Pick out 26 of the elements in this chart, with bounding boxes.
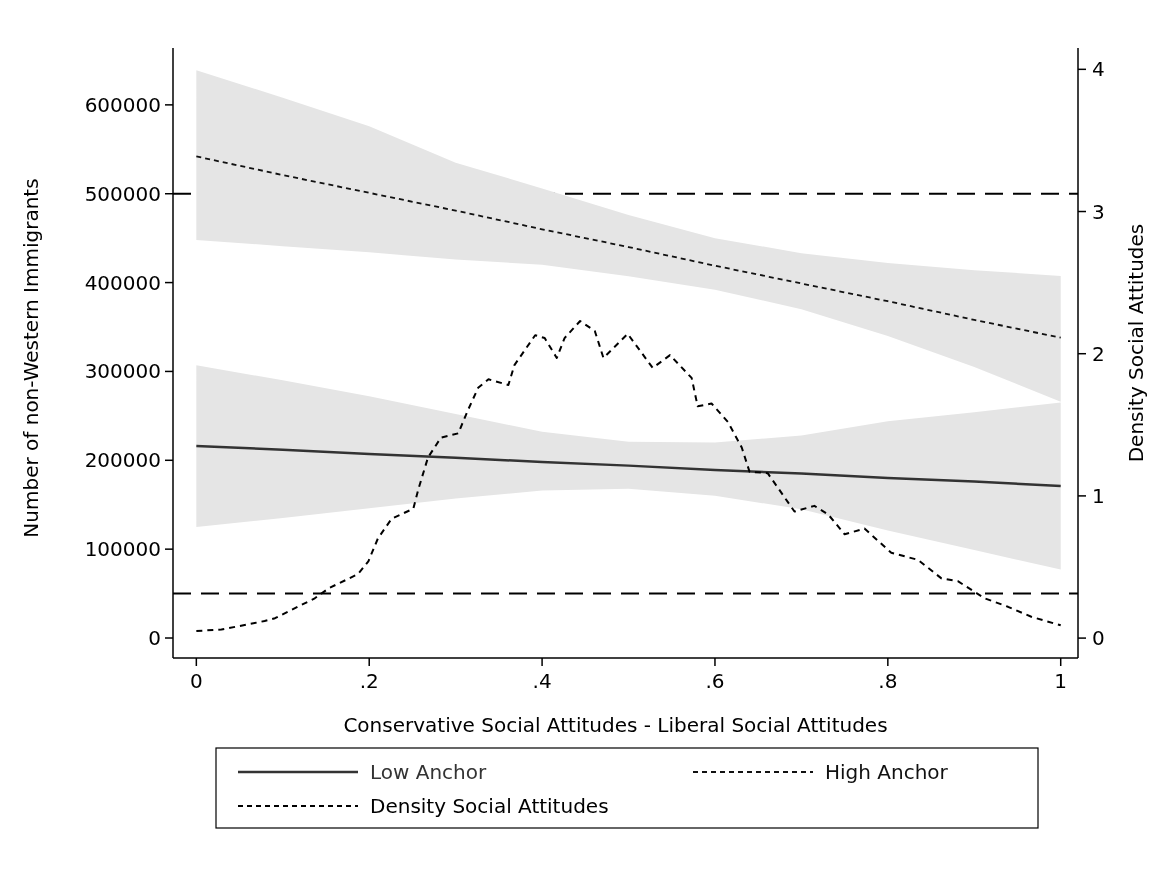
y-tick-label: 200000 bbox=[84, 448, 161, 473]
line-series bbox=[195, 444, 1062, 488]
text: Low Anchor bbox=[370, 760, 488, 784]
y2-tick-label: 4 bbox=[1092, 57, 1105, 82]
y-tick-label: 0 bbox=[148, 626, 161, 651]
x-axis-title: Conservative Social Attitudes - Liberal Social Attitudes bbox=[343, 713, 888, 737]
x-tick-label: 0 bbox=[189, 669, 203, 693]
x-tick-label: 1 bbox=[1054, 669, 1068, 693]
y-tick-label: 600000 bbox=[84, 92, 161, 117]
x-tick-label: .4 bbox=[532, 669, 552, 693]
line-series bbox=[195, 155, 1062, 339]
y2-tick-label: 3 bbox=[1092, 199, 1105, 224]
y-tick-label: 100000 bbox=[84, 537, 161, 562]
y2-tick-label: 2 bbox=[1092, 341, 1105, 366]
y2-tick-label: 0 bbox=[1092, 626, 1105, 651]
text: Density Social Attitudes bbox=[370, 794, 609, 818]
x-tick-label: .2 bbox=[359, 669, 379, 693]
y-tick-label: 400000 bbox=[84, 270, 161, 295]
y-axis-title: Number of non-Western Immigrants bbox=[19, 178, 43, 538]
x-tick-label: .8 bbox=[878, 669, 898, 693]
y-tick-label: 500000 bbox=[84, 181, 161, 206]
y2-axis-title: Density Social Attitudes bbox=[1124, 223, 1148, 463]
y-tick-label: 300000 bbox=[84, 359, 161, 384]
text: High Anchor bbox=[825, 760, 949, 784]
x-tick-label: .6 bbox=[705, 669, 725, 693]
y2-tick-label: 1 bbox=[1092, 483, 1105, 508]
